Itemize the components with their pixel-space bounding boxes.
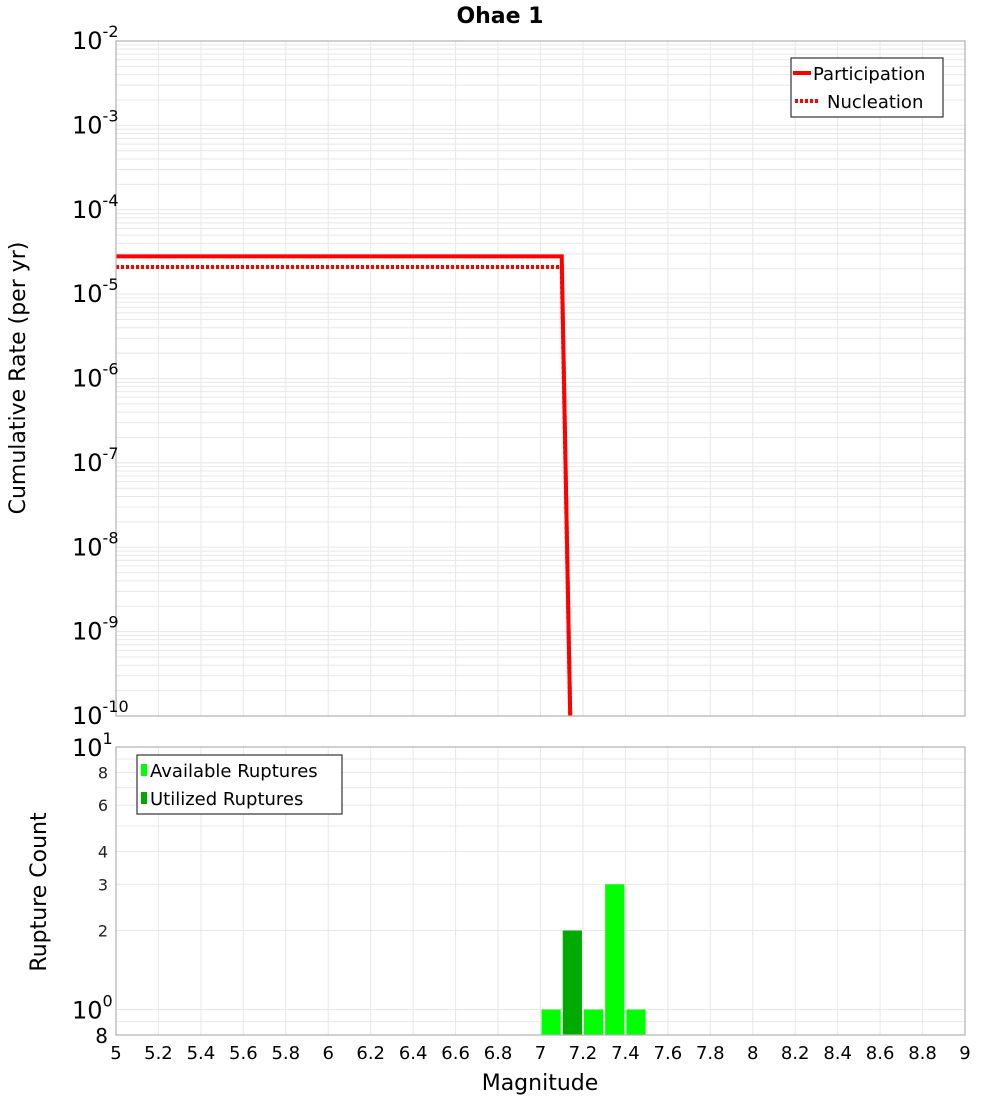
y-tick-label: 10-8 [72,528,119,561]
chart-title: Ohae 1 [456,4,543,29]
x-tick-label: 6.4 [399,1043,428,1064]
x-tick-label: 7.6 [654,1043,683,1064]
rupture-plot-frame [115,746,966,1036]
x-tick-label: 9 [959,1043,970,1064]
x-tick-label: 7.2 [569,1043,598,1064]
y-tick-label: 10-5 [72,275,119,308]
rate-y-axis-label: Cumulative Rate (per yr) [6,242,31,515]
x-tick-label: 7 [535,1043,546,1064]
x-tick-label: 8.4 [823,1043,852,1064]
x-axis-label: Magnitude [482,1071,599,1096]
y-tick-label: 10-10 [72,697,129,730]
x-tick-label: 6.2 [356,1043,385,1064]
rate-plot-grid [115,41,966,717]
legend-utilized: Utilized Ruptures [150,789,303,810]
y-tick-label: 10-7 [72,444,119,477]
x-tick-label: 7.4 [611,1043,640,1064]
rupture-legend: Available Ruptures Utilized Ruptures [136,754,343,815]
rate-plot: 10-2 10-3 10-4 10-5 10-6 10-7 10-8 10-9 10-10 Cu… [6,22,966,730]
legend-nucleation: Nucleation [827,92,923,113]
y-minor-tick-label: 2 [98,922,108,941]
rupture-y-axis-label: Rupture Count [27,812,52,972]
y-tick-label: 10-9 [72,613,119,646]
y-tick-label: 10-2 [72,22,119,55]
available-legend-swatch [141,764,147,776]
rate-lines [116,254,573,717]
x-tick-label: 6.6 [441,1043,470,1064]
y-tick-label: 101 [72,729,113,762]
y-tick-label: 10-6 [72,360,119,393]
x-tick-label: 6.8 [484,1043,513,1064]
y-tick-label: 10-4 [72,191,119,224]
y-minor-tick-label: 8 [98,763,108,782]
y-tick-label-bottom: 8 [95,1024,108,1048]
x-tick-label: 5.6 [229,1043,258,1064]
x-tick-label: 8.6 [866,1043,895,1064]
utilized-legend-swatch [141,792,147,804]
y-minor-tick-label: 4 [98,842,108,861]
rupture-bars [541,884,646,1035]
x-tick-label: 6 [323,1043,334,1064]
x-tick-label: 8.2 [781,1043,810,1064]
y-minor-tick-label: 3 [98,875,108,894]
x-tick-label: 5.8 [271,1043,300,1064]
nucleation-line [116,264,573,717]
bar-available [583,1009,604,1035]
bar-utilized [562,930,582,1035]
x-tick-label: 5.4 [187,1043,216,1064]
x-axis-ticks: 5 5.2 5.4 5.6 5.8 6 6.2 6.4 6.6 6.8 7 7.2 7.4 7.6 7.8 8… [110,1043,970,1064]
y-tick-label: 100 [72,992,113,1025]
x-tick-label: 8 [747,1043,758,1064]
rate-plot-frame [115,40,966,717]
y-tick-label: 10-3 [72,106,119,139]
x-tick-label: 5.2 [144,1043,173,1064]
y-minor-tick-label: 6 [98,796,108,815]
bar-available [605,884,625,1035]
x-tick-label: 7.8 [696,1043,725,1064]
rate-legend: Participation Nucleation [790,57,944,118]
legend-available: Available Ruptures [150,761,318,782]
bar-available [626,1009,646,1035]
legend-participation: Participation [813,64,925,85]
rate-y-ticks: 10-2 10-3 10-4 10-5 10-6 10-7 10-8 10-9 10-10 [72,22,129,730]
x-tick-label: 5 [110,1043,121,1064]
x-tick-label: 8.8 [908,1043,937,1064]
bar-available [541,1009,561,1035]
